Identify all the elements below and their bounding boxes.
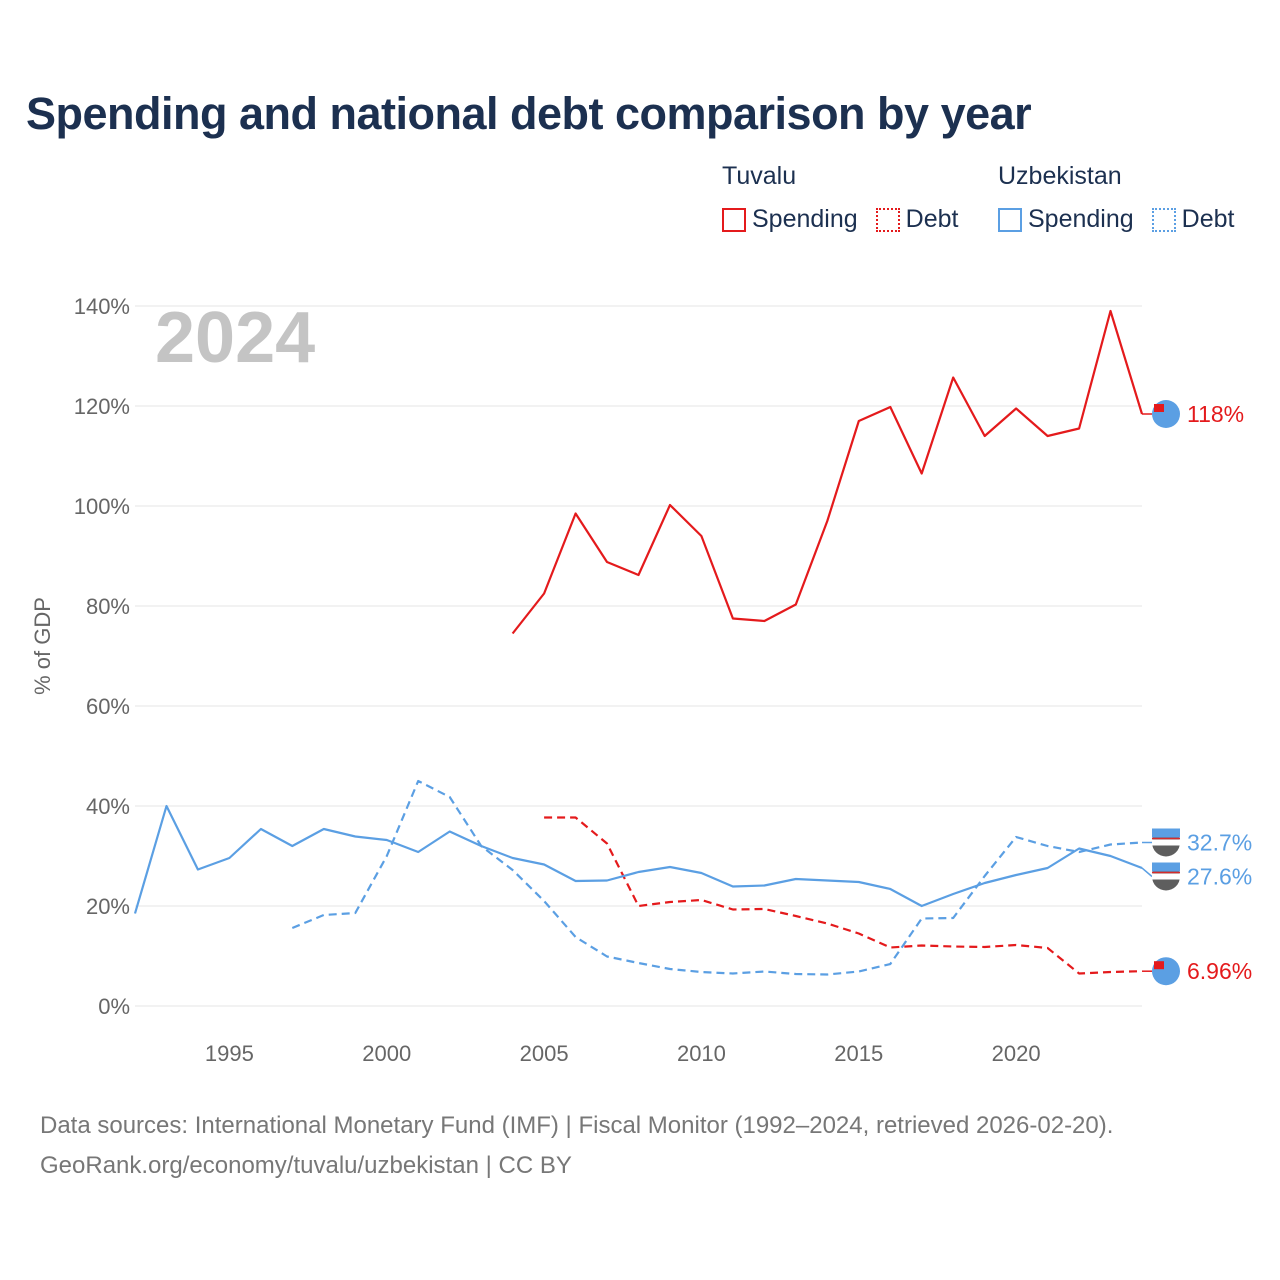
end-value-label: 32.7% xyxy=(1187,830,1252,856)
legend-group-name: Uzbekistan xyxy=(998,162,1122,190)
source-note: Data sources: International Monetary Fun… xyxy=(40,1106,1113,1186)
end-value-label: 6.96% xyxy=(1187,958,1252,984)
end-connector xyxy=(1141,867,1153,878)
y-tick-label: 40% xyxy=(86,794,130,819)
tuvalu-flag-canton xyxy=(1154,961,1164,970)
y-tick-label: 100% xyxy=(74,494,130,519)
end-value-label: 27.6% xyxy=(1187,864,1252,890)
solid-line-swatch xyxy=(722,207,746,232)
uzbekistan-flag-band-top xyxy=(1152,862,1180,872)
legend-group-tuvalu: Tuvalu Spending Debt xyxy=(722,162,976,234)
series-line-uzbekistan-debt xyxy=(291,779,1143,976)
year-watermark: 2024 xyxy=(155,298,315,378)
x-tick-label: 2010 xyxy=(677,1041,726,1066)
series-line-uzbekistan-spending xyxy=(133,804,1143,914)
legend-item-tuvalu-debt[interactable]: Debt xyxy=(875,205,959,234)
solid-line-swatch xyxy=(998,207,1022,232)
source-url-line[interactable]: GeoRank.org/economy/tuvalu/uzbekistan | … xyxy=(40,1152,572,1179)
x-tick-label: 2000 xyxy=(362,1041,411,1066)
legend-label: Spending xyxy=(752,205,858,233)
dotted-line-swatch xyxy=(875,207,900,232)
legend-label: Debt xyxy=(1181,205,1235,233)
y-tick-label: 120% xyxy=(74,394,130,419)
legend-label: Spending xyxy=(1028,205,1134,233)
y-tick-label: 0% xyxy=(98,994,130,1019)
y-tick-label: 80% xyxy=(86,594,130,619)
series-line-tuvalu-spending xyxy=(511,309,1144,635)
x-tick-label: 2020 xyxy=(992,1041,1041,1066)
uzbekistan-flag-band-top xyxy=(1152,828,1180,838)
end-value-label: 118% xyxy=(1187,401,1244,427)
legend-group-name: Tuvalu xyxy=(722,162,797,190)
chart-title: Spending and national debt comparison by… xyxy=(26,88,1032,139)
y-tick-label: 20% xyxy=(86,894,130,919)
legend-group-uzbekistan: Uzbekistan Spending Debt xyxy=(998,162,1252,234)
source-line: Data sources: International Monetary Fun… xyxy=(40,1112,1114,1139)
y-tick-label: 60% xyxy=(86,694,130,719)
legend-item-uzbekistan-spending[interactable]: Spending xyxy=(998,205,1134,234)
legend-item-uzbekistan-debt[interactable]: Debt xyxy=(1151,205,1235,234)
y-tick-label: 140% xyxy=(74,294,130,319)
y-axis-label: % of GDP xyxy=(30,597,55,695)
uzbekistan-flag-band-middle xyxy=(1152,873,1180,880)
dotted-line-swatch xyxy=(1151,207,1176,232)
legend-item-tuvalu-spending[interactable]: Spending xyxy=(722,205,858,234)
x-tick-label: 2005 xyxy=(520,1041,569,1066)
x-tick-label: 1995 xyxy=(205,1041,254,1066)
uzbekistan-flag-band-middle xyxy=(1152,839,1180,846)
x-tick-label: 2015 xyxy=(834,1041,883,1066)
tuvalu-flag-canton xyxy=(1154,404,1164,412)
legend-label: Debt xyxy=(905,205,959,233)
series-line-tuvalu-debt xyxy=(544,816,1143,975)
